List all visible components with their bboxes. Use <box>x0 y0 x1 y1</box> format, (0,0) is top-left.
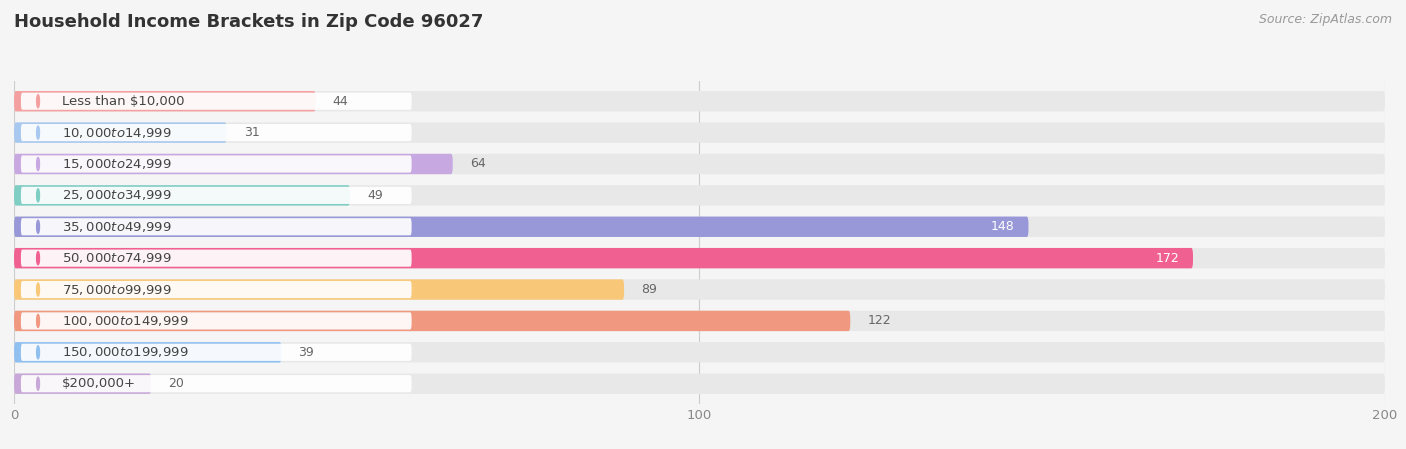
Circle shape <box>37 314 39 327</box>
FancyBboxPatch shape <box>14 248 1385 269</box>
Circle shape <box>37 126 39 139</box>
Text: 39: 39 <box>298 346 315 359</box>
Text: 89: 89 <box>641 283 657 296</box>
FancyBboxPatch shape <box>14 154 1385 174</box>
Text: $25,000 to $34,999: $25,000 to $34,999 <box>62 189 172 202</box>
Text: $150,000 to $199,999: $150,000 to $199,999 <box>62 345 188 359</box>
Text: 44: 44 <box>333 95 349 108</box>
Text: 49: 49 <box>367 189 382 202</box>
Text: $75,000 to $99,999: $75,000 to $99,999 <box>62 282 172 296</box>
FancyBboxPatch shape <box>14 216 1385 237</box>
FancyBboxPatch shape <box>21 344 412 361</box>
FancyBboxPatch shape <box>21 187 412 204</box>
FancyBboxPatch shape <box>21 124 412 141</box>
FancyBboxPatch shape <box>14 216 1029 237</box>
Text: $100,000 to $149,999: $100,000 to $149,999 <box>62 314 188 328</box>
Circle shape <box>37 251 39 264</box>
Text: Less than $10,000: Less than $10,000 <box>62 95 184 108</box>
Text: Source: ZipAtlas.com: Source: ZipAtlas.com <box>1258 13 1392 26</box>
FancyBboxPatch shape <box>21 92 412 110</box>
Text: $35,000 to $49,999: $35,000 to $49,999 <box>62 220 172 234</box>
FancyBboxPatch shape <box>14 123 1385 143</box>
Circle shape <box>37 95 39 108</box>
Text: $15,000 to $24,999: $15,000 to $24,999 <box>62 157 172 171</box>
Text: 172: 172 <box>1156 251 1180 264</box>
Text: 20: 20 <box>169 377 184 390</box>
FancyBboxPatch shape <box>14 342 1385 362</box>
FancyBboxPatch shape <box>14 342 281 362</box>
Text: Household Income Brackets in Zip Code 96027: Household Income Brackets in Zip Code 96… <box>14 13 484 31</box>
FancyBboxPatch shape <box>21 375 412 392</box>
FancyBboxPatch shape <box>14 248 1192 269</box>
Circle shape <box>37 346 39 359</box>
FancyBboxPatch shape <box>21 281 412 298</box>
FancyBboxPatch shape <box>14 374 1385 394</box>
FancyBboxPatch shape <box>14 311 1385 331</box>
Circle shape <box>37 377 39 390</box>
Text: $10,000 to $14,999: $10,000 to $14,999 <box>62 126 172 140</box>
Text: 64: 64 <box>470 158 485 171</box>
Text: $50,000 to $74,999: $50,000 to $74,999 <box>62 251 172 265</box>
Circle shape <box>37 189 39 202</box>
FancyBboxPatch shape <box>21 155 412 172</box>
Circle shape <box>37 158 39 171</box>
Text: 31: 31 <box>243 126 260 139</box>
FancyBboxPatch shape <box>14 123 226 143</box>
Text: $200,000+: $200,000+ <box>62 377 136 390</box>
Circle shape <box>37 283 39 296</box>
FancyBboxPatch shape <box>14 154 453 174</box>
FancyBboxPatch shape <box>14 185 350 206</box>
FancyBboxPatch shape <box>14 185 1385 206</box>
FancyBboxPatch shape <box>14 374 152 394</box>
Circle shape <box>37 220 39 233</box>
FancyBboxPatch shape <box>21 218 412 235</box>
FancyBboxPatch shape <box>21 313 412 330</box>
FancyBboxPatch shape <box>14 91 315 111</box>
FancyBboxPatch shape <box>14 279 624 300</box>
FancyBboxPatch shape <box>14 311 851 331</box>
FancyBboxPatch shape <box>14 279 1385 300</box>
FancyBboxPatch shape <box>14 91 1385 111</box>
FancyBboxPatch shape <box>21 250 412 267</box>
Text: 122: 122 <box>868 314 891 327</box>
Text: 148: 148 <box>991 220 1015 233</box>
